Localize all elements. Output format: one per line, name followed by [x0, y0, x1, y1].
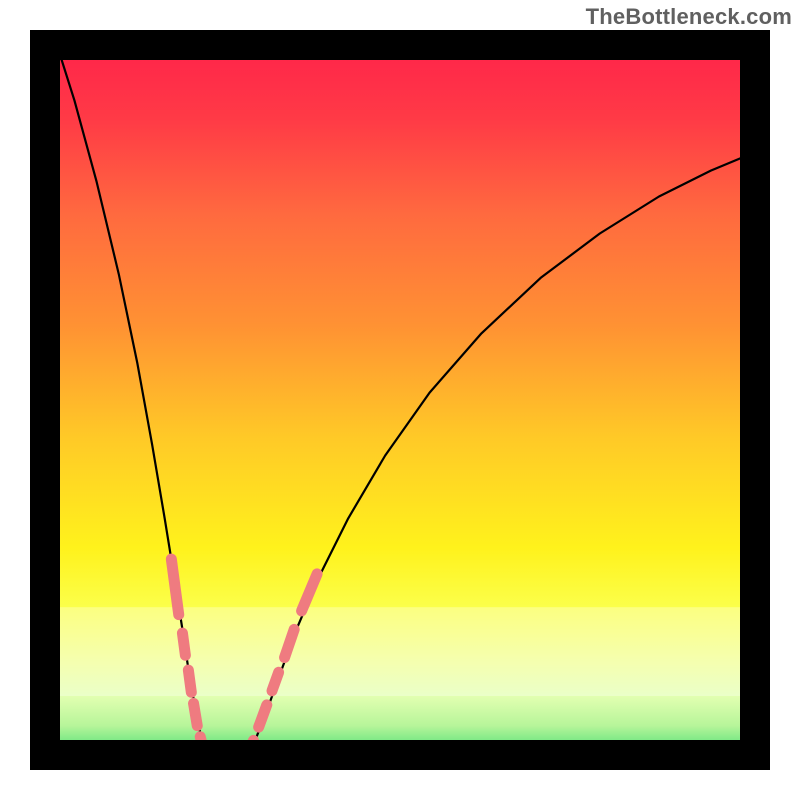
watermark-text: TheBottleneck.com	[586, 4, 792, 30]
pale-band	[30, 607, 770, 696]
bottleneck-chart: TheBottleneck.com	[0, 0, 800, 800]
chart-svg	[0, 0, 800, 800]
